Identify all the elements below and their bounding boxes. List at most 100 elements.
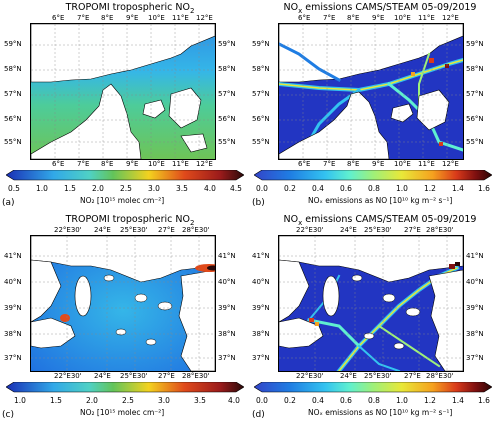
euboea-island <box>322 275 340 317</box>
top-lon-tick: 8°E <box>347 14 360 22</box>
cbar-tick: 3.5 <box>176 184 188 193</box>
euboea-island <box>74 275 92 317</box>
left-lat-tick: 55°N <box>4 138 22 146</box>
cbar-tick: 0.2 <box>284 184 296 193</box>
top-lon-tick: 9°E <box>126 14 139 22</box>
turkey-land <box>428 269 463 371</box>
bottom-lon-tick: 10°E <box>148 160 165 168</box>
top-lon-tick: 25°E30' <box>120 226 148 234</box>
peloponnese-land <box>279 317 324 349</box>
istanbul-core <box>207 265 215 271</box>
colorbar <box>254 170 492 181</box>
colorbar-label: NO₂ [10¹⁵ molec cm⁻²] <box>80 196 165 205</box>
top-lon-tick: 12°E <box>442 14 459 22</box>
cbar-tick: 4.0 <box>228 396 240 405</box>
bottom-lon-tick: 22°E30' <box>296 372 324 380</box>
left-lat-tick: 57°N <box>252 90 270 98</box>
bottom-lon-tick: 7°E <box>77 160 90 168</box>
lolland-island <box>180 133 208 153</box>
right-lat-tick: 55°N <box>218 138 236 146</box>
left-lat-tick: 39°N <box>4 304 22 312</box>
panel-c: TROPOMI tropospheric NO2 22°E30' 24°E 25… <box>0 212 250 424</box>
right-lat-tick: 39°N <box>466 304 484 312</box>
left-lat-tick: 58°N <box>4 65 22 73</box>
top-lon-tick: 10°E <box>394 14 411 22</box>
map-svg <box>279 236 463 371</box>
map-denmark-emissions <box>278 23 464 160</box>
bottom-lon-tick: 6°E <box>52 160 65 168</box>
aegean-islands <box>103 274 173 346</box>
top-lon-tick: 24°E <box>340 226 357 234</box>
greece-mainland <box>279 259 310 323</box>
right-lat-tick: 39°N <box>218 304 236 312</box>
cbar-tick: 1.6 <box>478 396 490 405</box>
left-lat-tick: 40°N <box>4 278 22 286</box>
cbar-tick: 4.5 <box>230 184 242 193</box>
bottom-lon-tick: 11°E <box>418 160 435 168</box>
right-lat-tick: 57°N <box>218 90 236 98</box>
top-lon-tick: 6°E <box>298 14 311 22</box>
top-lon-tick: 11°E <box>172 14 189 22</box>
bottom-lon-tick: 8°E <box>347 160 360 168</box>
cbar-tick: 0.2 <box>284 396 296 405</box>
cbar-tick: 0.6 <box>340 396 352 405</box>
bottom-lon-tick: 27°E <box>158 372 175 380</box>
top-lon-tick: 28°E30' <box>182 226 210 234</box>
top-lon-tick: 27°E <box>404 226 421 234</box>
funen-island <box>390 103 414 123</box>
right-lat-tick: 57°N <box>466 90 484 98</box>
top-lon-tick: 10°E <box>148 14 165 22</box>
cbar-tick: 2.0 <box>86 396 98 405</box>
panel-title: NOx emissions CAMS/STEAM 05-09/2019 <box>283 214 477 227</box>
right-lat-tick: 40°N <box>466 278 484 286</box>
cbar-tick: 0.8 <box>368 396 380 405</box>
right-lat-tick: 38°N <box>218 330 236 338</box>
right-lat-tick: 37°N <box>218 354 236 362</box>
bottom-lon-tick: 12°E <box>442 160 459 168</box>
panel-letter: (b) <box>252 198 265 208</box>
top-lon-tick: 12°E <box>196 14 213 22</box>
bottom-lon-tick: 25°E30' <box>120 372 148 380</box>
right-lat-tick: 38°N <box>466 330 484 338</box>
bottom-lon-tick: 28°E30' <box>182 372 210 380</box>
panel-a: TROPOMI tropospheric NO2 6°E 7°E 8°E 9°E… <box>0 0 250 212</box>
top-lon-tick: 11°E <box>418 14 435 22</box>
funen-island <box>142 99 166 119</box>
left-lat-tick: 37°N <box>4 354 22 362</box>
graticule <box>31 24 215 159</box>
cbar-tick: 3.5 <box>194 396 206 405</box>
bottom-lon-tick: 8°E <box>101 160 114 168</box>
colorbar <box>6 170 244 181</box>
bottom-lon-tick: 27°E <box>404 372 421 380</box>
cbar-tick: 3.0 <box>148 184 160 193</box>
bottom-lon-tick: 9°E <box>126 160 139 168</box>
cbar-tick: 1.2 <box>424 396 436 405</box>
right-lat-tick: 41°N <box>218 252 236 260</box>
cbar-tick: 1.0 <box>396 396 408 405</box>
cbar-tick: 0.0 <box>256 396 268 405</box>
top-lon-tick: 7°E <box>323 14 336 22</box>
cbar-tick: 1.5 <box>50 396 62 405</box>
left-lat-tick: 38°N <box>4 330 22 338</box>
cbar-tick: 3.0 <box>158 396 170 405</box>
peloponnese-land <box>31 317 76 349</box>
top-lon-tick: 24°E <box>94 226 111 234</box>
bottom-lon-tick: 7°E <box>323 160 336 168</box>
panel-letter: (c) <box>2 410 14 420</box>
right-lat-tick: 59°N <box>466 40 484 48</box>
cbar-tick: 1.2 <box>424 184 436 193</box>
right-lat-tick: 58°N <box>218 65 236 73</box>
top-lon-tick: 22°E30' <box>54 226 82 234</box>
cbar-tick: 0.5 <box>8 184 20 193</box>
left-lat-tick: 55°N <box>252 138 270 146</box>
panel-letter: (a) <box>2 198 15 208</box>
jutland-land <box>31 83 142 159</box>
left-lat-tick: 59°N <box>252 40 270 48</box>
cbar-tick: 1.0 <box>36 184 48 193</box>
cbar-tick: 0.8 <box>368 184 380 193</box>
colorbar-label: NO₂ [10¹⁵ molec cm⁻²] <box>80 408 165 417</box>
bottom-lon-tick: 28°E30' <box>426 372 454 380</box>
right-lat-tick: 58°N <box>466 65 484 73</box>
graticule <box>279 236 463 371</box>
panel-d: NOx emissions CAMS/STEAM 05-09/2019 22°E… <box>250 212 500 424</box>
